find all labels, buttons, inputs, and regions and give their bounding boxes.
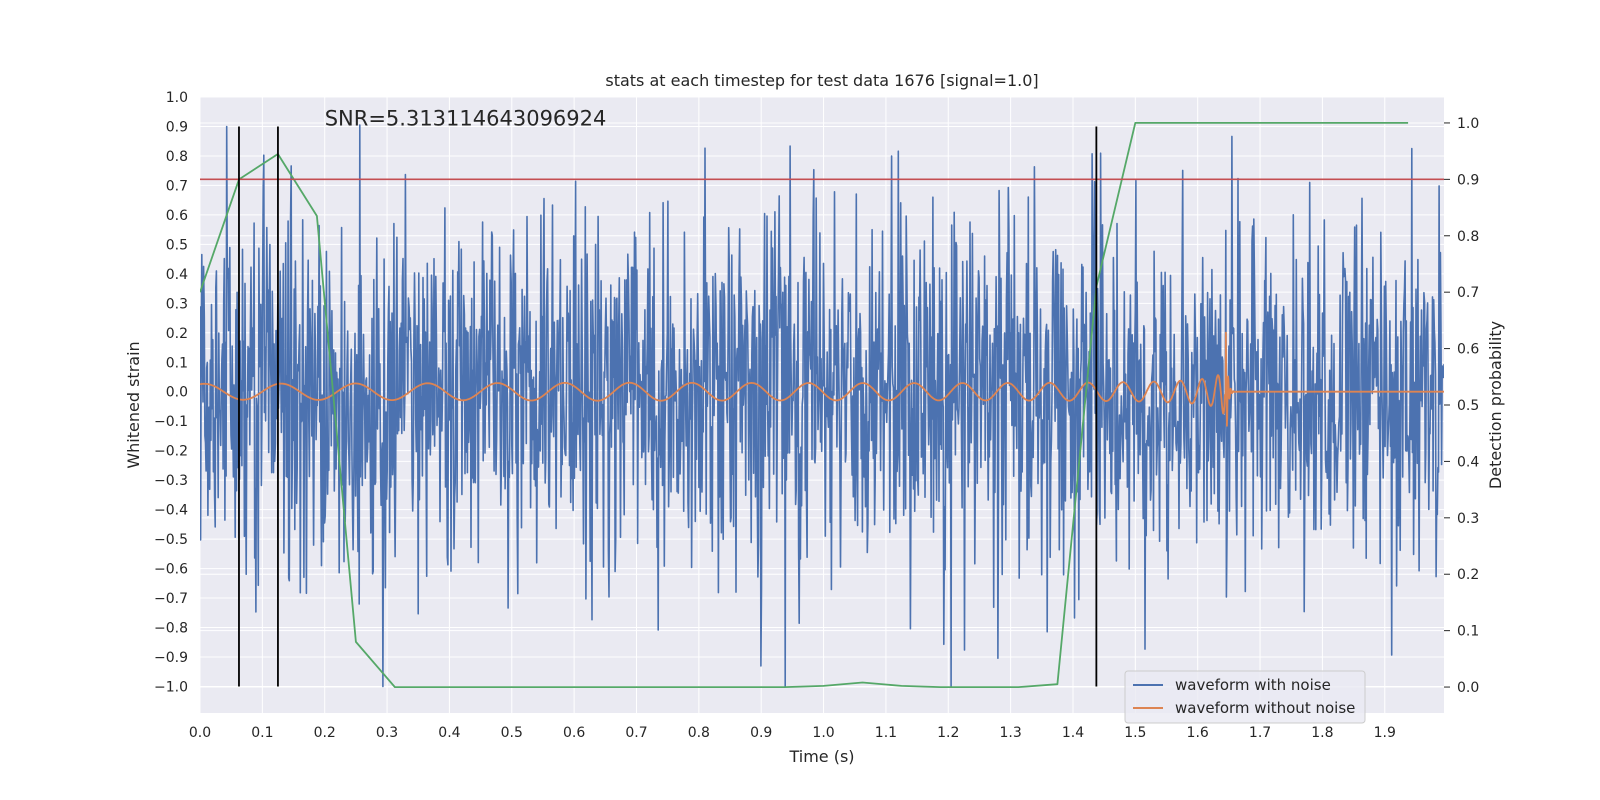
legend-entry-with-noise: waveform with noise	[1175, 676, 1331, 694]
y-tick-label: −0.5	[154, 532, 188, 548]
y-tick-label: 0.9	[166, 119, 188, 135]
y-tick-label: 0.2	[166, 326, 188, 342]
x-tick-label: 1.3	[999, 725, 1021, 741]
y-tick-label: 0.0	[166, 385, 188, 401]
y-tick-label: 0.8	[166, 149, 188, 165]
x-tick-label: 0.4	[438, 725, 460, 741]
y-tick-label: −0.6	[154, 562, 188, 578]
x-tick-label: 0.9	[750, 725, 772, 741]
ticks: 0.0 0.1 0.2 0.3 0.4 0.5 0.6 0.7 0.8 0.9 1.0 1.1 1.2 1…	[154, 90, 1479, 741]
y2-tick-label: 0.7	[1457, 285, 1479, 301]
y-tick-label: 0.4	[166, 267, 188, 283]
x-tick-label: 0.3	[376, 725, 398, 741]
y2-tick-label: 0.6	[1457, 342, 1479, 358]
x-tick-label: 0.6	[563, 725, 585, 741]
x-tick-label: 0.7	[625, 725, 647, 741]
y-tick-label: 0.7	[166, 178, 188, 194]
y-tick-label: −0.3	[154, 473, 188, 489]
y-tick-label: 0.5	[166, 237, 188, 253]
y-tick-label: −0.2	[154, 444, 188, 460]
y2-tick-label: 0.8	[1457, 229, 1479, 245]
y-tick-label: −1.0	[154, 679, 188, 695]
series-2-line	[200, 122, 1409, 688]
x-tick-label: 1.6	[1187, 725, 1209, 741]
x-tick-label: 1.4	[1062, 725, 1084, 741]
y-tick-label: −0.9	[154, 650, 188, 666]
series-layer	[200, 122, 1444, 688]
x-tick-label: 1.7	[1249, 725, 1271, 741]
chart-title: stats at each timestep for test data 167…	[605, 71, 1038, 90]
x-tick-label: 1.0	[812, 725, 834, 741]
x-tick-label: 1.9	[1374, 725, 1396, 741]
x-tick-label: 1.5	[1124, 725, 1146, 741]
x-tick-label: 0.5	[501, 725, 523, 741]
legend: waveform with noise waveform without noi…	[1124, 670, 1366, 724]
x-tick-label: 1.8	[1311, 725, 1333, 741]
y-tick-label: 0.6	[166, 208, 188, 224]
y-tick-label: 0.3	[166, 296, 188, 312]
y-tick-label: −0.8	[154, 621, 188, 637]
y-tick-label: 0.1	[166, 355, 188, 371]
series-1-line	[200, 331, 1444, 427]
legend-entry-without-noise: waveform without noise	[1175, 699, 1355, 717]
x-tick-label: 1.2	[937, 725, 959, 741]
snr-annotation: SNR=5.313114643096924	[325, 106, 607, 130]
y2-axis-label: Detection probability	[1486, 321, 1505, 489]
x-tick-label: 0.1	[251, 725, 273, 741]
y-tick-label: 1.0	[166, 90, 188, 106]
x-axis-label: Time (s)	[788, 747, 854, 766]
x-tick-label: 1.1	[875, 725, 897, 741]
y-axis-label: Whitened strain	[124, 341, 143, 468]
y2-tick-label: 0.0	[1457, 680, 1479, 696]
y2-tick-label: 0.3	[1457, 511, 1479, 527]
x-tick-label: 0.8	[688, 725, 710, 741]
y2-tick-label: 0.9	[1457, 172, 1479, 188]
y2-tick-label: 1.0	[1457, 116, 1479, 132]
y-tick-label: −0.4	[154, 503, 188, 519]
y2-tick-label: 0.5	[1457, 398, 1479, 414]
y-tick-label: −0.7	[154, 591, 188, 607]
x-tick-label: 0.2	[314, 725, 336, 741]
y2-tick-label: 0.1	[1457, 624, 1479, 640]
series-0-line	[200, 124, 1444, 688]
legend-box	[1124, 670, 1366, 724]
x-tick-label: 0.0	[189, 725, 211, 741]
y2-tick-label: 0.2	[1457, 567, 1479, 583]
y-tick-label: −0.1	[154, 414, 188, 430]
y2-tick-label: 0.4	[1457, 454, 1479, 470]
